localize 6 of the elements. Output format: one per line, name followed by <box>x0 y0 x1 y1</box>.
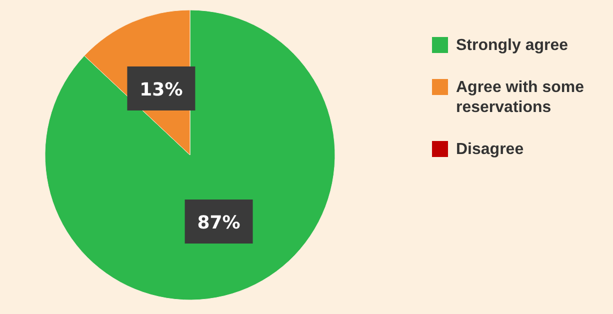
legend-label: Agree with some reservations <box>456 79 584 116</box>
legend-label: Disagree <box>456 141 524 158</box>
legend-label: Strongly agree <box>456 37 568 54</box>
data-label: 87% <box>197 212 240 234</box>
data-label: 13% <box>140 79 183 100</box>
pie-slice <box>44 10 336 300</box>
